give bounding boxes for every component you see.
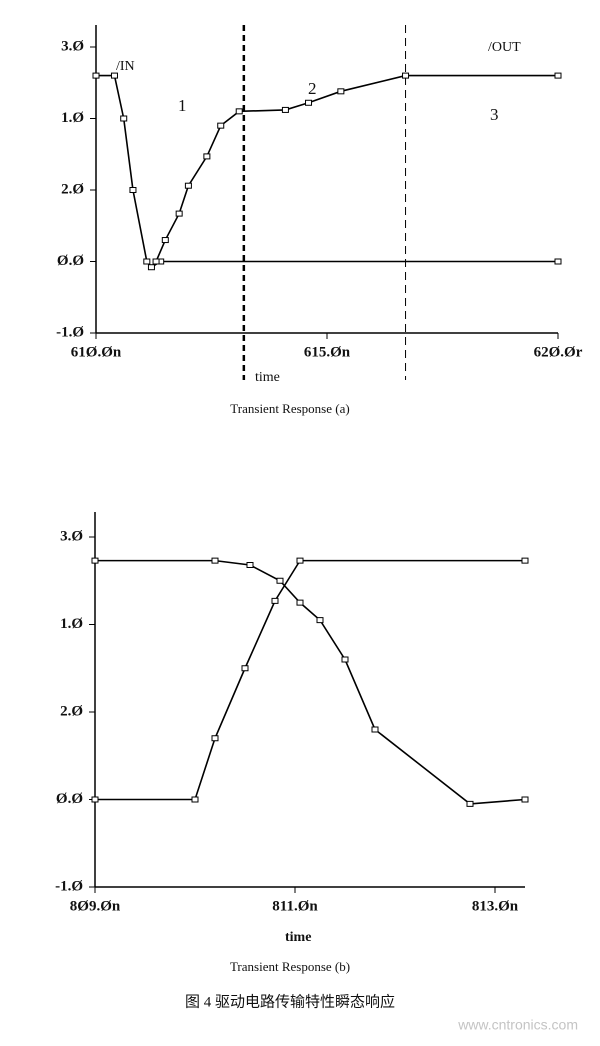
point-marker bbox=[211, 557, 219, 564]
point-marker bbox=[271, 597, 279, 604]
watermark: www.cntronics.com bbox=[457, 1017, 578, 1033]
point-marker bbox=[217, 122, 225, 129]
point-marker bbox=[276, 577, 284, 584]
x-tick-label: 615.Øn bbox=[304, 344, 351, 360]
point-marker bbox=[337, 88, 345, 95]
chart-title: Transient Response (b) bbox=[230, 959, 350, 974]
point-marker bbox=[92, 72, 100, 79]
y-tick-label: Ø.Ø bbox=[56, 791, 83, 807]
point-marker bbox=[129, 187, 137, 193]
point-marker bbox=[91, 796, 99, 803]
series-line bbox=[95, 559, 525, 801]
point-marker bbox=[554, 258, 562, 265]
series-line bbox=[95, 559, 526, 805]
point-marker bbox=[161, 237, 169, 244]
point-marker bbox=[184, 182, 192, 189]
y-tick-label: Ø.Ø bbox=[57, 253, 84, 269]
y-tick-label: 2.Ø bbox=[60, 703, 83, 719]
y-tick-label: 1.Ø bbox=[60, 616, 83, 632]
x-tick-label: 811.Øn bbox=[272, 898, 318, 914]
point-marker bbox=[241, 665, 249, 672]
point-marker bbox=[203, 153, 211, 160]
y-tick-label: -1.Ø bbox=[55, 878, 83, 894]
annotation: 3 bbox=[490, 105, 499, 124]
x-axis-label: time bbox=[255, 370, 280, 385]
annotation: 2 bbox=[308, 79, 317, 98]
point-marker bbox=[246, 562, 254, 568]
point-marker bbox=[296, 557, 304, 564]
x-tick-label: 813.Øn bbox=[472, 898, 519, 914]
annotation: 1 bbox=[178, 96, 187, 115]
point-marker bbox=[235, 108, 243, 115]
x-tick-label: 62Ø.Ør bbox=[534, 344, 583, 360]
point-marker bbox=[466, 800, 474, 807]
y-tick-label: 3.Ø bbox=[61, 38, 84, 54]
point-marker bbox=[281, 106, 289, 113]
point-marker bbox=[554, 72, 562, 79]
point-marker bbox=[110, 72, 118, 79]
point-marker bbox=[521, 557, 529, 564]
point-marker bbox=[211, 735, 219, 742]
point-marker bbox=[152, 258, 160, 265]
point-marker bbox=[305, 99, 313, 106]
series-label: /IN bbox=[116, 59, 135, 74]
x-tick-label: 8Ø9.Øn bbox=[70, 898, 121, 914]
point-marker bbox=[191, 796, 199, 803]
point-marker bbox=[143, 258, 151, 265]
x-axis-label: time bbox=[285, 930, 311, 945]
y-tick-label: 3.Ø bbox=[60, 528, 83, 544]
y-tick-label: -1.Ø bbox=[56, 324, 84, 340]
series-label: /OUT bbox=[488, 40, 521, 55]
point-marker bbox=[296, 599, 304, 606]
chart-title: Transient Response (a) bbox=[230, 401, 349, 416]
y-tick-label: 1.Ø bbox=[61, 110, 84, 126]
point-marker bbox=[120, 115, 128, 122]
point-marker bbox=[371, 726, 379, 733]
point-marker bbox=[402, 72, 410, 79]
point-marker bbox=[341, 656, 349, 663]
caption: 图 4 驱动电路传输特性瞬态响应 bbox=[185, 992, 395, 1010]
point-marker bbox=[316, 617, 324, 624]
series-line bbox=[155, 74, 558, 262]
point-marker bbox=[175, 210, 183, 217]
x-tick-label: 61Ø.Øn bbox=[71, 344, 122, 360]
point-marker bbox=[91, 557, 99, 564]
point-marker bbox=[147, 264, 155, 271]
point-marker bbox=[521, 796, 529, 803]
y-tick-label: 2.Ø bbox=[61, 181, 84, 197]
